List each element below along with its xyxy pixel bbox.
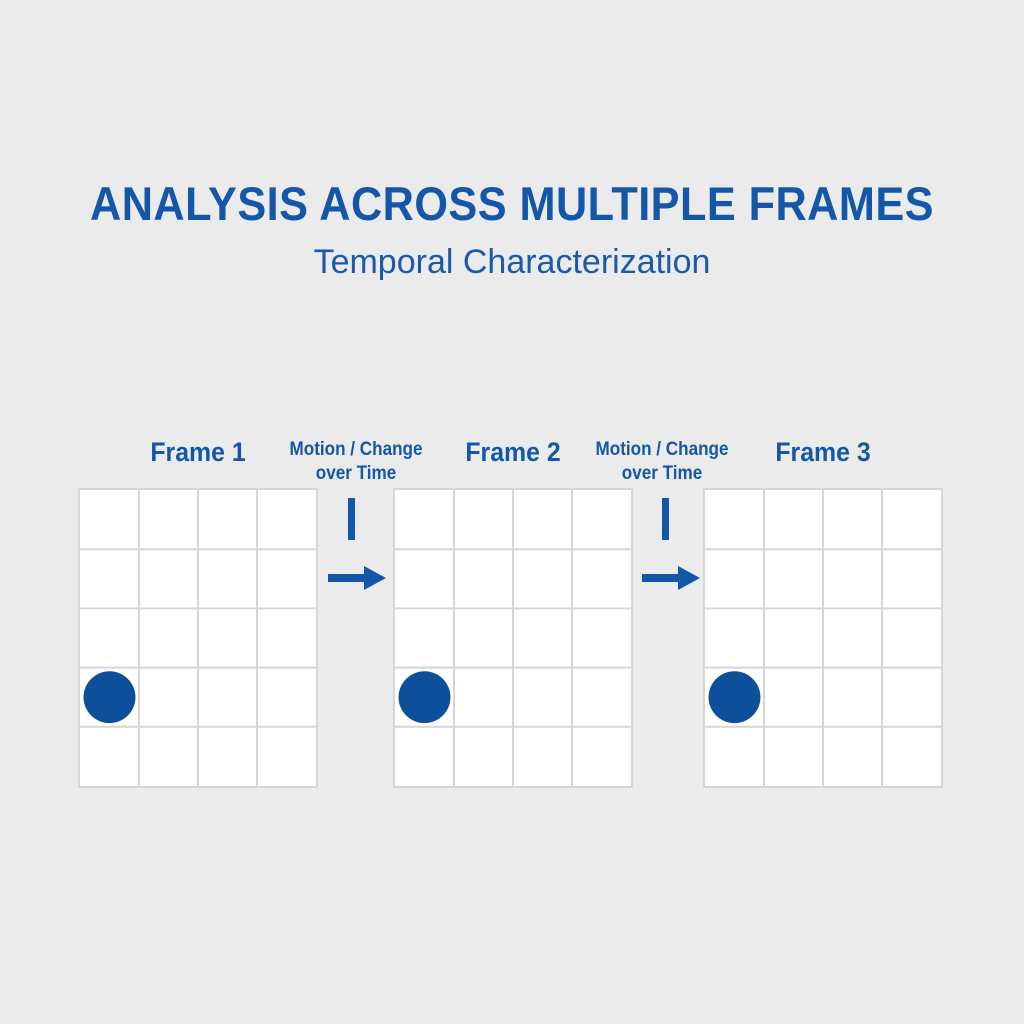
transition-1-label: Motion / Change over Time — [280, 438, 433, 486]
transition-2-label-line2: over Time — [621, 463, 703, 484]
grid-lines — [705, 490, 941, 786]
transition-2-label-line1: Motion / Change — [595, 439, 729, 460]
transition-1-label-line2: over Time — [315, 463, 397, 484]
tracked-object-dot — [83, 671, 136, 724]
frame-1-label: Frame 1 — [150, 437, 246, 467]
frame-3-grid — [703, 488, 943, 788]
diagram-title: ANALYSIS ACROSS MULTIPLE FRAMES — [90, 177, 934, 230]
tracked-object-dot — [398, 671, 451, 724]
transition-1-arrow-icon — [328, 498, 386, 590]
grid-lines — [80, 490, 316, 786]
frame-1-grid — [78, 488, 318, 788]
frame-2-label: Frame 2 — [465, 437, 561, 467]
transition-2-label: Motion / Change over Time — [586, 438, 739, 486]
frame-3-label: Frame 3 — [775, 437, 871, 467]
frame-2-grid — [393, 488, 633, 788]
transition-1-label-line1: Motion / Change — [289, 439, 423, 460]
diagram-subtitle: Temporal Characterization — [313, 243, 711, 281]
grid-lines — [395, 490, 631, 786]
transition-2-arrow-icon — [642, 498, 700, 590]
tracked-object-dot — [708, 671, 761, 724]
